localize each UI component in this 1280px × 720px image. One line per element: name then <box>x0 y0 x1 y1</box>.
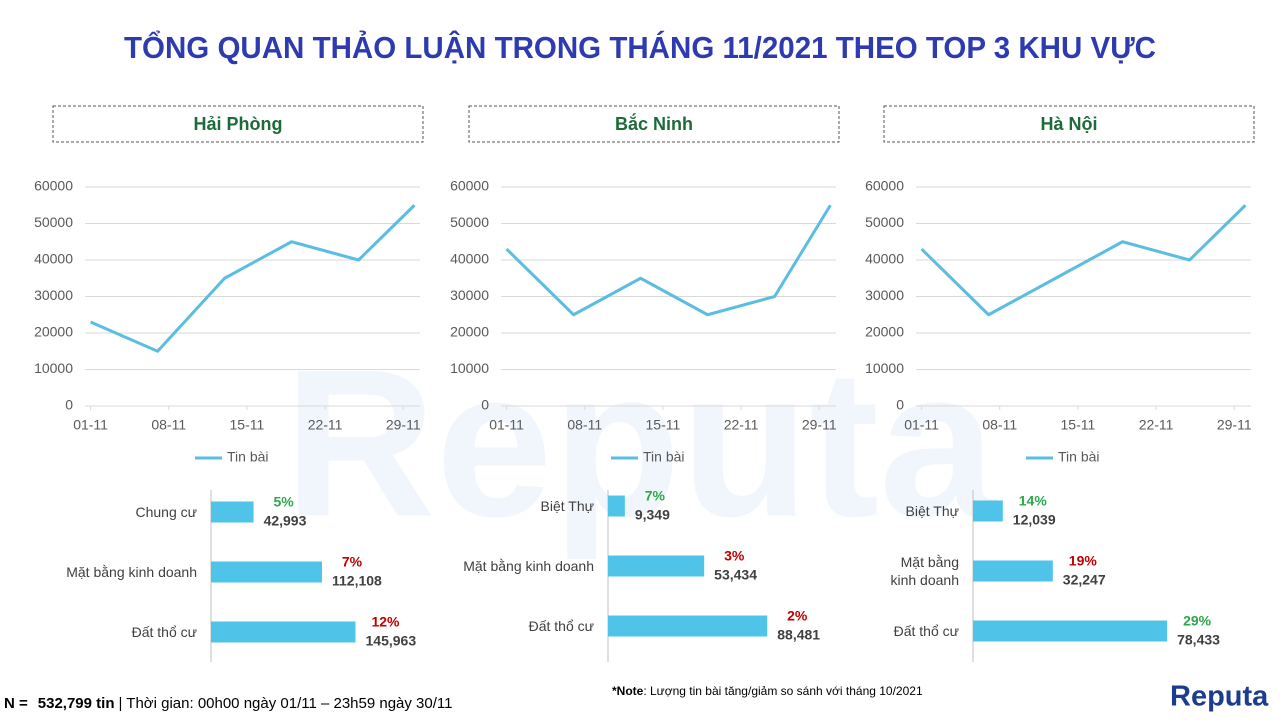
y-tick-label: 0 <box>896 397 904 413</box>
region-title: Bắc Ninh <box>615 113 693 134</box>
value-label: 88,481 <box>777 627 820 643</box>
y-tick-label: 10000 <box>34 360 73 376</box>
n-value: 532,799 tin <box>38 695 115 712</box>
x-tick-label: 29-11 <box>1217 417 1252 433</box>
change-label: 5% <box>273 494 294 510</box>
x-tick-label: 22-11 <box>1139 417 1174 433</box>
x-tick-label: 22-11 <box>308 417 343 433</box>
header-box <box>468 105 840 143</box>
y-tick-label: 40000 <box>34 251 73 267</box>
change-label: 19% <box>1069 553 1098 569</box>
x-tick-label: 01-11 <box>904 417 939 433</box>
series-line <box>920 204 1247 317</box>
bar <box>608 495 625 517</box>
n-label: N = <box>4 695 28 712</box>
value-label: 112,108 <box>332 573 382 589</box>
legend-label: Tin bài <box>227 449 269 465</box>
y-tick-label: 30000 <box>450 287 489 303</box>
y-tick-label: 50000 <box>34 214 73 230</box>
y-tick-label: 10000 <box>865 360 904 376</box>
change-label: 12% <box>371 614 400 630</box>
x-tick-label: 15-11 <box>646 417 681 433</box>
category-label: Đất thổ cư <box>528 618 594 634</box>
bar <box>211 621 356 643</box>
series-line <box>89 204 416 353</box>
x-tick-label: 08-11 <box>982 417 1017 433</box>
category-label: Đất thổ cư <box>893 623 959 639</box>
change-label: 3% <box>724 548 745 564</box>
y-tick-label: 20000 <box>865 324 904 340</box>
y-tick-label: 60000 <box>865 178 904 194</box>
category-label: Biệt Thự <box>905 503 959 519</box>
y-tick-label: 0 <box>65 397 73 413</box>
value-label: 12,039 <box>1013 512 1056 528</box>
change-label: 29% <box>1183 613 1212 629</box>
y-tick-label: 30000 <box>34 287 73 303</box>
y-tick-label: 50000 <box>865 214 904 230</box>
footer: N = 532,799 tin | Thời gian: 00h00 ngày 01… <box>4 695 452 712</box>
y-tick-label: 60000 <box>450 178 489 194</box>
bar <box>973 620 1168 642</box>
x-tick-label: 01-11 <box>489 417 524 433</box>
category-label: Đất thổ cư <box>131 624 197 640</box>
series-line <box>505 204 832 317</box>
bar <box>608 555 705 577</box>
change-label: 7% <box>342 554 363 570</box>
y-tick-label: 20000 <box>450 324 489 340</box>
legend-label: Tin bài <box>1058 449 1100 465</box>
value-label: 32,247 <box>1063 572 1106 588</box>
x-tick-label: 29-11 <box>386 417 421 433</box>
change-label: 2% <box>787 608 808 624</box>
x-tick-label: 08-11 <box>151 417 186 433</box>
category-label: Biệt Thự <box>540 498 594 514</box>
x-tick-label: 29-11 <box>802 417 837 433</box>
legend-label: Tin bài <box>643 449 685 465</box>
note-prefix: *Note <box>612 684 644 698</box>
x-tick-label: 01-11 <box>73 417 108 433</box>
bar <box>211 561 322 583</box>
x-tick-label: 22-11 <box>724 417 759 433</box>
y-tick-label: 50000 <box>450 214 489 230</box>
x-tick-label: 15-11 <box>230 417 265 433</box>
page-title: TỔNG QUAN THẢO LUẬN TRONG THÁNG 11/2021 … <box>124 29 1156 65</box>
period: | Thời gian: 00h00 ngày 01/11 – 23h59 ng… <box>118 695 452 712</box>
value-label: 145,963 <box>366 633 417 649</box>
category-label: Mặt bằng kinh doanh <box>66 564 197 580</box>
bar <box>211 501 254 523</box>
category-label: Mặt bằng kinh doanh <box>890 554 959 588</box>
watermark: Reputa <box>284 325 998 560</box>
value-label: 53,434 <box>714 567 757 583</box>
bar <box>608 615 768 637</box>
y-tick-label: 0 <box>481 397 489 413</box>
x-tick-label: 15-11 <box>1061 417 1096 433</box>
value-label: 78,433 <box>1177 632 1220 648</box>
note-text: : Lượng tin bài tăng/giảm so sánh với th… <box>643 684 923 698</box>
header-box <box>52 105 424 143</box>
change-label: 7% <box>645 488 666 504</box>
header-box <box>883 105 1255 143</box>
x-tick-label: 08-11 <box>567 417 602 433</box>
change-label: 14% <box>1019 493 1048 509</box>
region-title: Hải Phòng <box>194 114 283 134</box>
bar <box>973 500 1003 522</box>
logo: Reputa <box>1170 681 1269 713</box>
bar <box>973 560 1053 582</box>
note: *Note: Lượng tin bài tăng/giảm so sánh v… <box>612 684 923 698</box>
category-label: Chung cư <box>135 504 197 520</box>
y-tick-label: 40000 <box>865 251 904 267</box>
y-tick-label: 40000 <box>450 251 489 267</box>
y-tick-label: 60000 <box>34 178 73 194</box>
region-title: Hà Nội <box>1040 114 1097 134</box>
category-label: Mặt bằng kinh doanh <box>463 558 594 574</box>
value-label: 9,349 <box>635 507 670 523</box>
value-label: 42,993 <box>264 513 307 529</box>
y-tick-label: 20000 <box>34 324 73 340</box>
y-tick-label: 10000 <box>450 360 489 376</box>
y-tick-label: 30000 <box>865 287 904 303</box>
